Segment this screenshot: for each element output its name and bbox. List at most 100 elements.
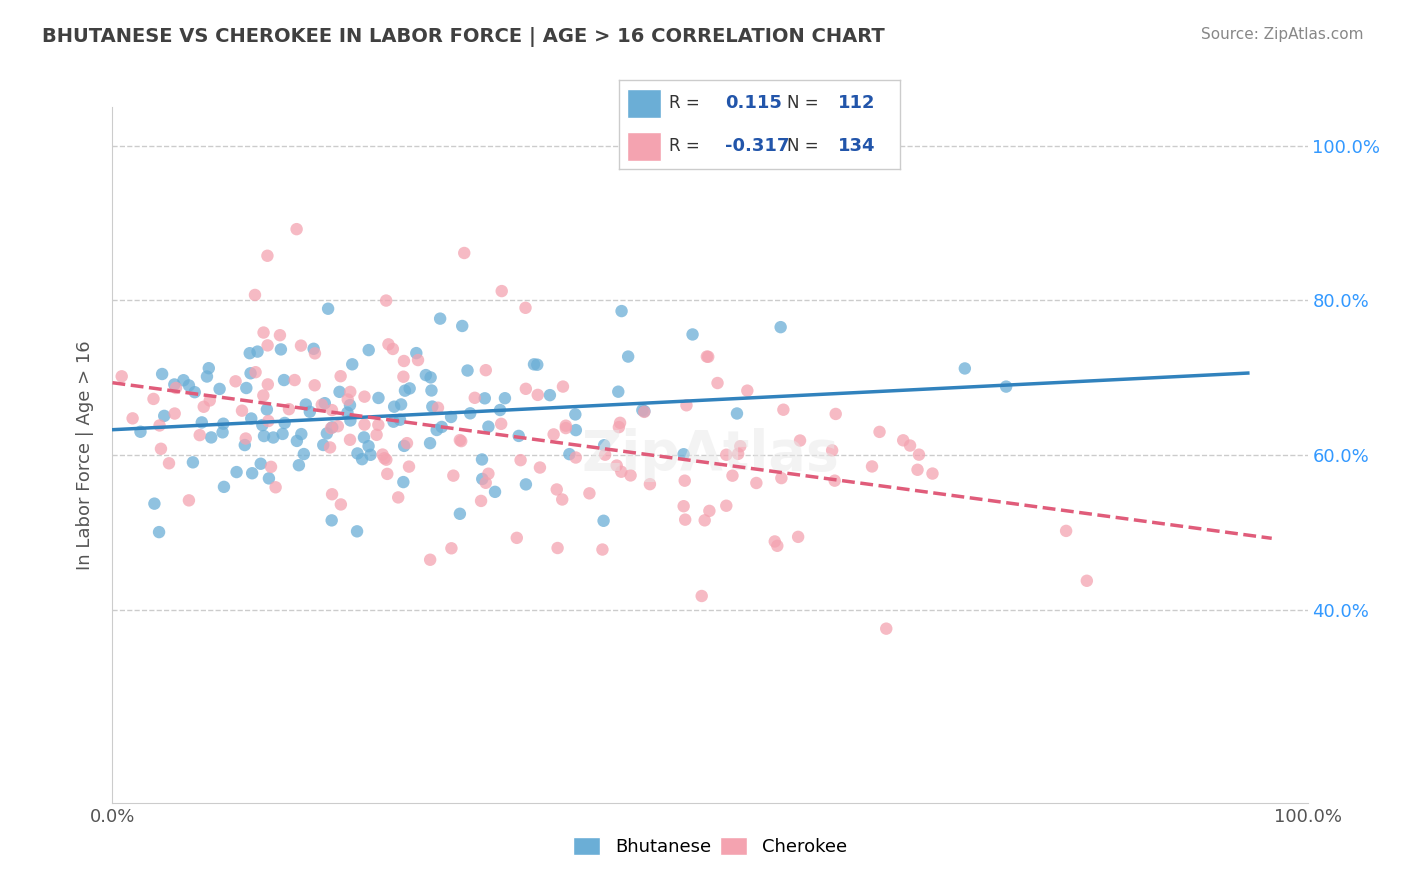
Point bbox=[699, 504, 721, 518]
Point bbox=[721, 468, 744, 483]
Point bbox=[149, 442, 172, 456]
Point bbox=[163, 407, 186, 421]
Point bbox=[292, 447, 315, 461]
Text: R =: R = bbox=[669, 95, 700, 112]
Point bbox=[315, 426, 337, 441]
Point bbox=[727, 447, 749, 461]
Point bbox=[690, 589, 713, 603]
Point bbox=[554, 421, 576, 435]
Point bbox=[278, 402, 301, 417]
Point bbox=[672, 447, 695, 461]
Point bbox=[285, 222, 308, 236]
Point bbox=[285, 434, 308, 448]
Point bbox=[565, 423, 588, 437]
Point bbox=[373, 451, 395, 466]
Point bbox=[375, 452, 398, 467]
Point bbox=[523, 357, 546, 371]
Point bbox=[339, 384, 361, 399]
Point bbox=[474, 475, 496, 490]
Point bbox=[869, 425, 891, 439]
Point bbox=[288, 458, 311, 473]
Point bbox=[346, 524, 368, 539]
Text: R =: R = bbox=[669, 137, 700, 155]
Point bbox=[388, 413, 411, 427]
Point bbox=[395, 436, 418, 450]
Point bbox=[921, 467, 943, 481]
Point bbox=[509, 453, 531, 467]
Point bbox=[235, 432, 257, 446]
Point bbox=[353, 417, 375, 432]
Point bbox=[427, 401, 450, 415]
Point bbox=[200, 430, 222, 444]
Point bbox=[908, 448, 931, 462]
Point bbox=[353, 390, 375, 404]
Point bbox=[578, 486, 600, 500]
Point bbox=[426, 423, 449, 437]
Point bbox=[675, 398, 697, 412]
Point bbox=[270, 343, 292, 357]
Point bbox=[314, 396, 336, 410]
Point bbox=[420, 400, 443, 414]
Point bbox=[824, 407, 846, 421]
Point bbox=[551, 379, 574, 393]
Text: 0.115: 0.115 bbox=[725, 95, 782, 112]
Point bbox=[457, 363, 479, 377]
Point bbox=[672, 499, 695, 513]
Point bbox=[770, 471, 793, 485]
Point bbox=[415, 368, 437, 383]
Point bbox=[319, 441, 342, 455]
Point bbox=[772, 402, 794, 417]
Point bbox=[898, 439, 921, 453]
Point bbox=[673, 513, 696, 527]
Point bbox=[891, 434, 914, 448]
Point bbox=[336, 406, 359, 420]
Point bbox=[451, 318, 474, 333]
Point bbox=[477, 467, 499, 481]
Point bbox=[225, 374, 247, 388]
Point bbox=[382, 400, 405, 414]
Point bbox=[716, 448, 738, 462]
Point bbox=[181, 455, 204, 469]
Point bbox=[763, 534, 786, 549]
Point bbox=[339, 398, 361, 412]
Y-axis label: In Labor Force | Age > 16: In Labor Force | Age > 16 bbox=[76, 340, 94, 570]
Point bbox=[143, 497, 166, 511]
Point bbox=[195, 369, 218, 384]
Point bbox=[148, 525, 170, 540]
Point bbox=[328, 384, 350, 399]
Point bbox=[419, 436, 441, 450]
Point bbox=[212, 480, 235, 494]
Point bbox=[211, 425, 233, 440]
Point bbox=[546, 483, 568, 497]
Point bbox=[429, 311, 451, 326]
Point bbox=[290, 427, 312, 442]
Point bbox=[336, 392, 359, 407]
Point bbox=[953, 361, 976, 376]
Point bbox=[360, 448, 382, 462]
Point bbox=[543, 427, 565, 442]
Point bbox=[367, 417, 389, 432]
Point bbox=[693, 513, 716, 527]
Point bbox=[430, 420, 453, 434]
Point bbox=[357, 439, 380, 453]
Point bbox=[252, 326, 274, 340]
Point bbox=[375, 467, 398, 481]
Point bbox=[392, 369, 415, 384]
Point bbox=[157, 456, 180, 470]
Point bbox=[610, 304, 633, 318]
Point bbox=[607, 420, 630, 434]
Point bbox=[564, 408, 586, 422]
Point bbox=[264, 480, 287, 494]
Point bbox=[464, 391, 486, 405]
Point bbox=[405, 346, 427, 360]
Text: 112: 112 bbox=[838, 95, 876, 112]
Text: -0.317: -0.317 bbox=[725, 137, 790, 155]
Point bbox=[824, 474, 846, 488]
Point bbox=[606, 458, 628, 473]
Point bbox=[398, 459, 420, 474]
Point bbox=[262, 430, 284, 444]
Point bbox=[239, 346, 262, 360]
Point bbox=[506, 531, 529, 545]
Point bbox=[377, 337, 399, 351]
Point bbox=[121, 411, 143, 425]
